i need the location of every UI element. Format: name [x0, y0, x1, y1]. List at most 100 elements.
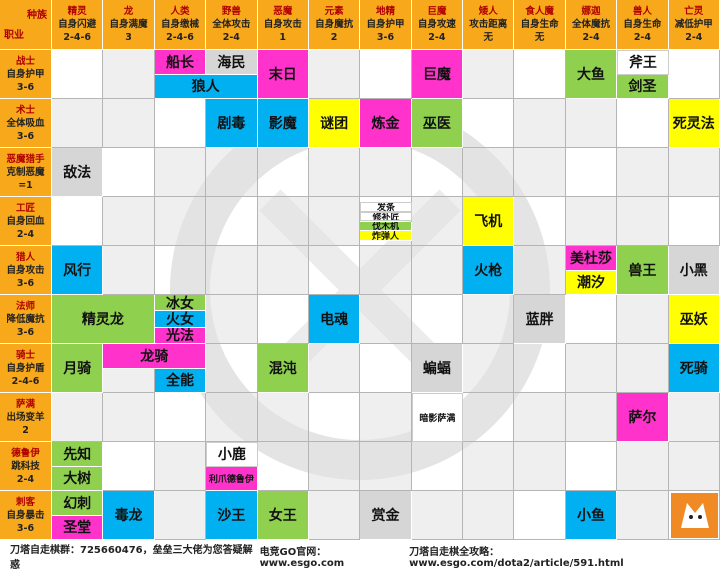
grid-cell: [103, 197, 155, 246]
class-effect: 降低魔抗: [6, 313, 45, 325]
hero-cell: 发条: [360, 201, 412, 212]
race-effect: 全体魔抗: [572, 19, 611, 30]
hero-cell: 小黑: [668, 246, 720, 295]
hero-cell: 谜团: [308, 99, 361, 148]
class-effect: 克制恶魔: [6, 166, 45, 178]
class-header: 战士 自身护甲 3-6: [0, 50, 52, 99]
hero-cell: 巨魔: [411, 50, 464, 99]
hero-cell: 巫医: [411, 99, 464, 148]
hero-cell: 圣堂: [52, 515, 104, 540]
race-header: 精灵 自身闪避 2-4-6: [52, 0, 104, 50]
grid-cell: [514, 491, 566, 540]
logo-icon: [670, 493, 718, 538]
hero-cell: 电魂: [308, 295, 361, 344]
grid-cell: [514, 246, 566, 295]
hero-cell: 大树: [52, 466, 104, 491]
grid-cell: [411, 491, 464, 540]
class-name: 法师: [15, 300, 35, 312]
class-name: 猎人: [15, 251, 35, 263]
class-counts: 3-6: [16, 522, 35, 534]
race-effect: 自身生命: [520, 19, 559, 30]
grid-cell: [565, 99, 618, 148]
corner: 种族 职业: [0, 0, 52, 50]
grid-cell: [668, 197, 720, 246]
race-counts: 无: [534, 32, 545, 43]
grid-cell: [565, 344, 618, 393]
race-header: 兽人 自身生命 2-4: [617, 0, 669, 50]
footer-text: 刀塔自走棋全攻略：www.esgo.com/dota2/article/591.…: [409, 546, 624, 569]
race-name: 精灵: [67, 6, 87, 17]
hero-cell: 海民: [206, 50, 258, 75]
corner-race: 种族: [27, 10, 47, 21]
hero-cell: 小鹿: [206, 442, 258, 467]
race-name: 地精: [375, 6, 395, 17]
grid-cell: [668, 491, 720, 540]
race-counts: 2-4: [582, 32, 600, 43]
hero-cell: 利爪德鲁伊: [206, 466, 258, 491]
hero-cell: 光法: [154, 327, 207, 344]
grid-cell: [463, 491, 515, 540]
hero-cell: 船长: [154, 50, 207, 75]
race-header: 矮人 攻击距离无: [463, 0, 515, 50]
grid-cell: [103, 393, 155, 442]
grid-cell: [52, 393, 104, 442]
hero-cell: 火枪: [463, 246, 515, 295]
grid-cell: [103, 442, 155, 491]
grid-cell: [360, 148, 412, 197]
hero-cell: 影魔: [257, 99, 309, 148]
grid-cell: [308, 491, 361, 540]
grid-cell: [463, 442, 515, 491]
race-header: 食人魔 自身生命无: [514, 0, 566, 50]
grid-cell: [463, 148, 515, 197]
grid-cell: [514, 197, 566, 246]
race-counts: 2-4: [428, 32, 446, 43]
class-counts: 2-4: [16, 473, 35, 485]
race-header: 巨魔 自身攻速 2-4: [411, 0, 464, 50]
race-counts: 2: [330, 32, 338, 43]
grid-cell: [206, 246, 258, 295]
race-header: 龙自身满魔 3: [103, 0, 155, 50]
grid-cell: [206, 344, 258, 393]
footer: 刀塔自走棋群：725660476，垒垒三大佬为您答疑解惑 电竞GO官网：www.…: [0, 540, 720, 571]
grid-cell: [154, 491, 207, 540]
hero-cell: 风行: [52, 246, 104, 295]
hero-cell: 全能: [154, 368, 207, 393]
grid-cell: [52, 197, 104, 246]
footer-text: 刀塔自走棋群：725660476，垒垒三大佬为您答疑解惑: [10, 544, 253, 571]
class-name: 萨满: [15, 398, 35, 410]
class-effect: 自身回血: [6, 215, 45, 227]
grid-cell: [154, 197, 207, 246]
race-effect: 自身护甲: [366, 19, 405, 30]
race-effect: 自身满魔: [109, 19, 148, 30]
grid-cell: [514, 442, 566, 491]
grid-cell: [411, 442, 464, 491]
class-effect: 自身护甲: [6, 68, 45, 80]
grid-cell: [463, 50, 515, 99]
grid-cell: [617, 148, 669, 197]
race-counts: 3-6: [376, 32, 395, 43]
hero-cell: 敌法: [52, 148, 104, 197]
grid-cell: [154, 246, 207, 295]
grid-cell: [668, 442, 720, 491]
grid-cell: [668, 50, 720, 99]
race-name: 恶魔: [273, 6, 293, 17]
grid-cell: [514, 50, 566, 99]
class-header: 德鲁伊 跳科技 2-4: [0, 442, 52, 491]
grid-cell: [154, 99, 207, 148]
hero-cell: 幻刺: [52, 491, 104, 516]
race-header: 野兽 全体攻击 2-4: [206, 0, 258, 50]
grid-cell: [617, 491, 669, 540]
race-name: 食人魔: [525, 6, 554, 17]
race-effect: 自身生命: [623, 19, 662, 30]
hero-cell: 剧毒: [206, 99, 258, 148]
grid-cell: [103, 148, 155, 197]
hero-cell: 萨尔: [617, 393, 669, 442]
race-name: 人类: [170, 6, 190, 17]
race-name: 矮人: [478, 6, 498, 17]
grid-cell: [463, 295, 515, 344]
grid-cell: [514, 344, 566, 393]
grid-cell: [463, 344, 515, 393]
race-name: 亡灵: [684, 6, 704, 17]
race-effect: 自身魔抗: [315, 19, 354, 30]
grid-cell: [308, 246, 361, 295]
